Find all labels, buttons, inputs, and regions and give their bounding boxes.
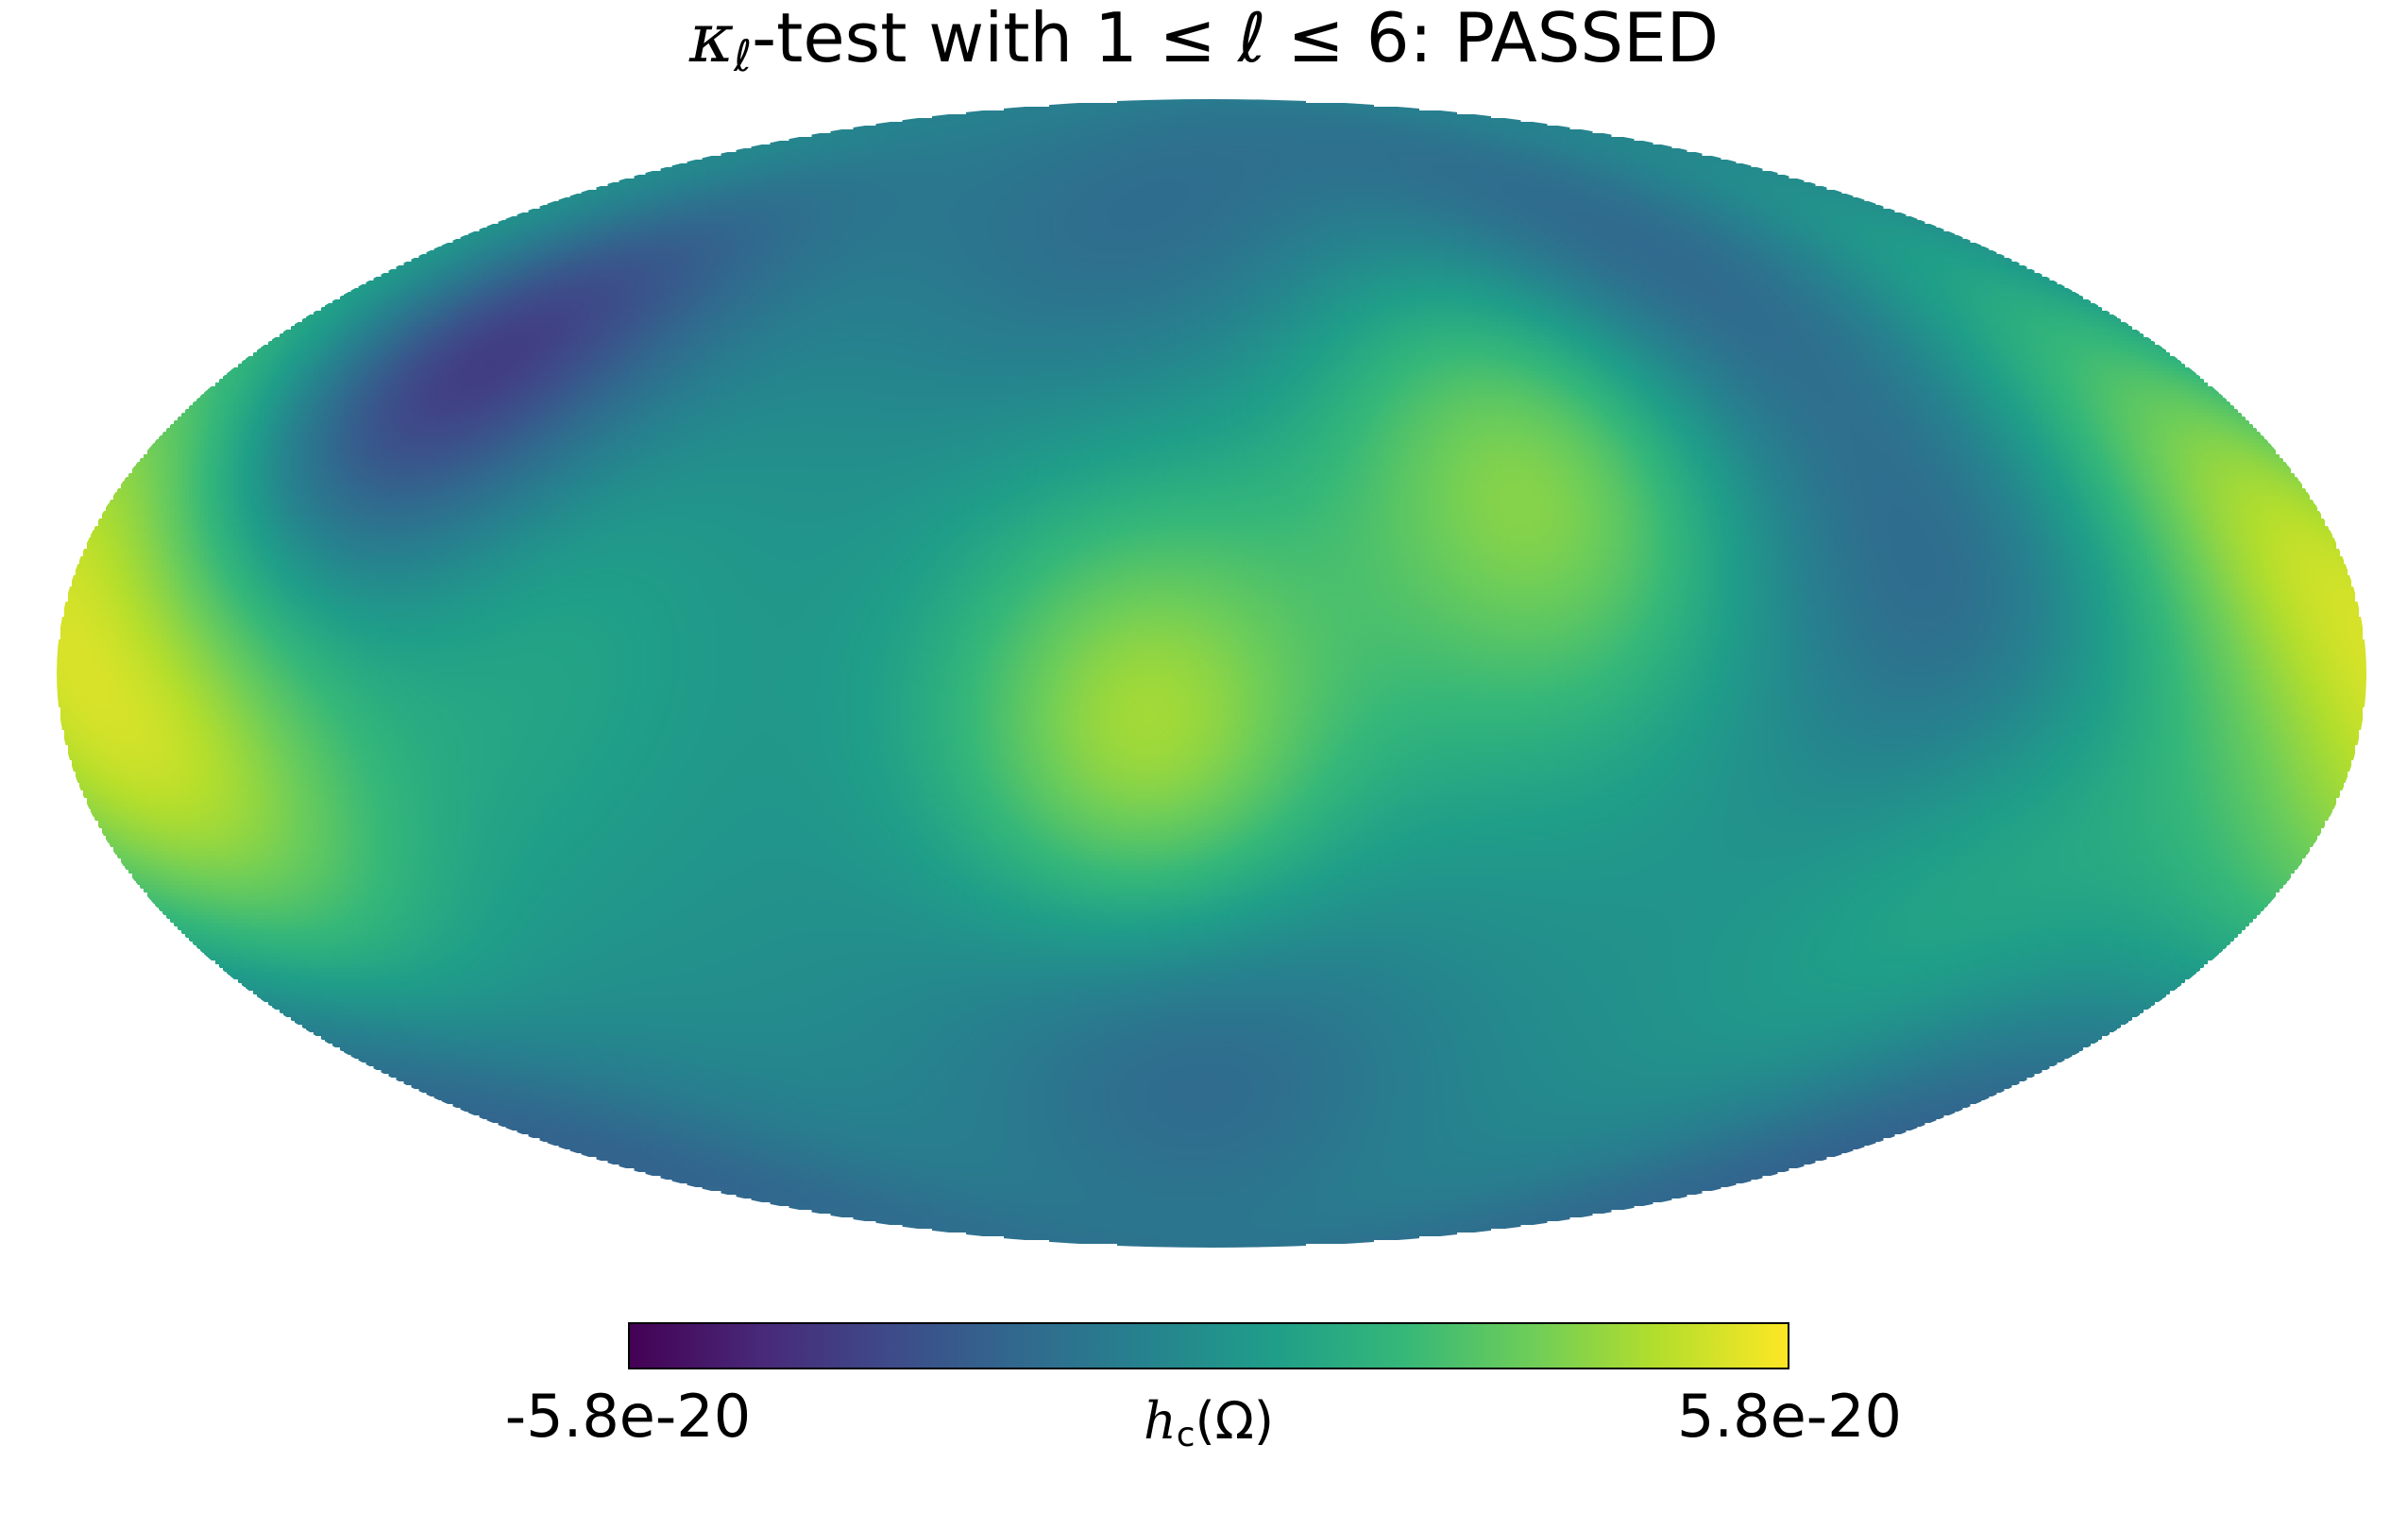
sky-map-heatmap	[57, 99, 2366, 1248]
title-ell-subscript: ℓ	[734, 30, 753, 81]
colorbar-min-label: -5.8e-20	[504, 1382, 752, 1451]
colorbar-max-label: 5.8e-20	[1676, 1382, 1902, 1451]
sky-map	[57, 99, 2366, 1248]
colorbar-label-sub: c	[1176, 1416, 1196, 1454]
chart-title: κℓ-test with 1 ≤ ℓ ≤ 6: PASSED	[0, 0, 2408, 85]
title-text: -test with 1 ≤ ℓ ≤ 6: PASSED	[752, 0, 1720, 77]
colorbar	[628, 1322, 1789, 1369]
colorbar-label: hc(Ω)	[1067, 1388, 1350, 1454]
colorbar-label-var: h	[1144, 1391, 1177, 1451]
title-kappa: κ	[688, 0, 735, 77]
colorbar-label-rest: (Ω)	[1195, 1391, 1274, 1451]
